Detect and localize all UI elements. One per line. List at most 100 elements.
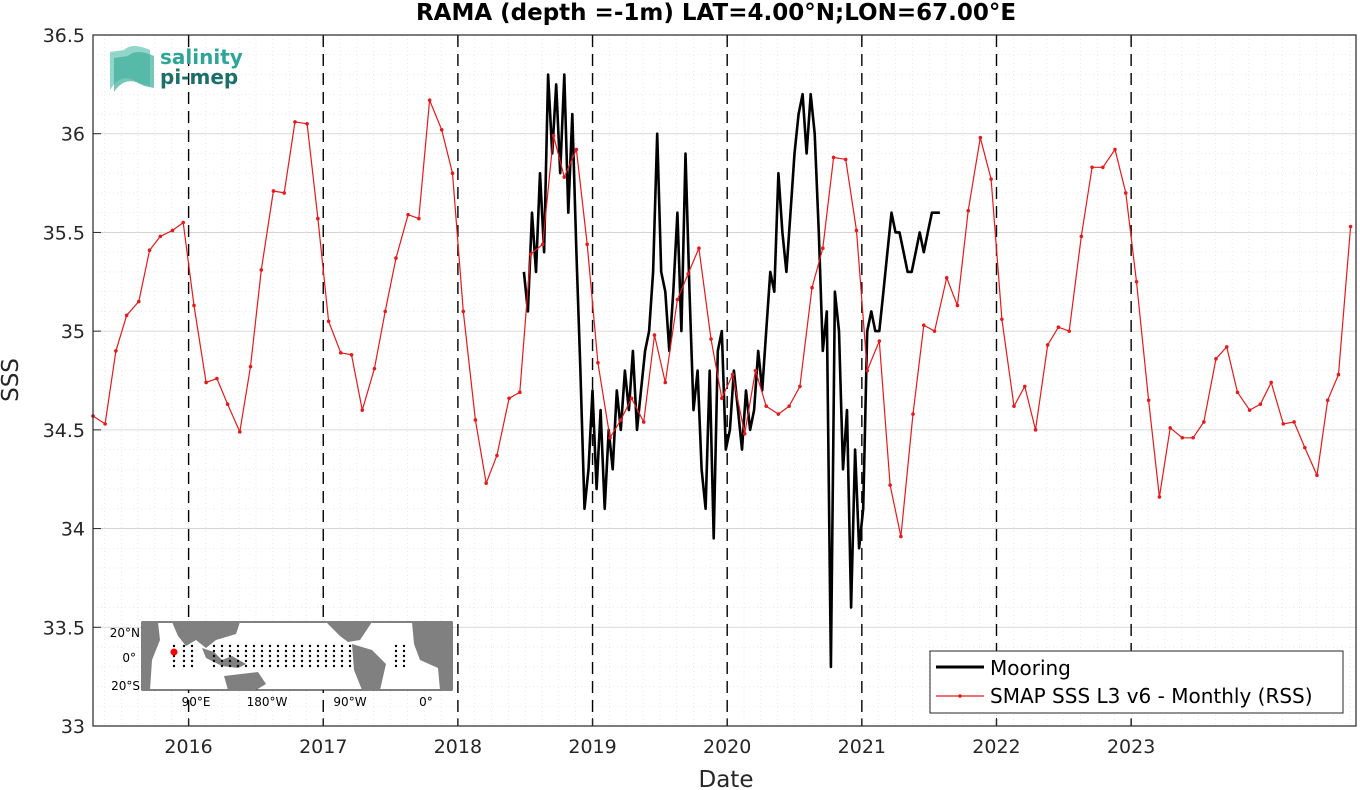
smap-point <box>709 337 713 341</box>
inset-mooring-dot <box>182 644 186 648</box>
smap-point <box>753 368 758 373</box>
smap-point <box>192 303 196 308</box>
smap-point <box>215 376 219 381</box>
smap-point <box>170 228 175 233</box>
inset-mooring-dot <box>182 664 186 668</box>
smap-point <box>495 453 499 458</box>
smap-point <box>225 402 230 406</box>
smap-point <box>316 216 320 221</box>
inset-mooring-dot <box>212 644 216 648</box>
smap-point <box>1281 422 1286 426</box>
inset-mooring-dot <box>316 659 320 663</box>
smap-point <box>1180 435 1185 440</box>
inset-mooring-dot <box>292 664 296 668</box>
legend: Mooring SMAP SSS L3 v6 - Monthly (RSS) <box>929 650 1344 714</box>
inset-mooring-dot <box>284 654 288 658</box>
map-lon-180w: 180°W <box>247 695 288 709</box>
inset-mooring-dot <box>172 644 176 648</box>
x-axis-ticks: 2016 2017 2018 2019 2020 2021 2022 2023 <box>164 718 1155 758</box>
smap-point <box>562 175 567 179</box>
map-lat-20s: 20°S <box>111 679 140 693</box>
inset-mooring-dot <box>190 659 194 663</box>
inset-mooring-dot <box>276 649 280 653</box>
inset-mooring-dot <box>252 649 256 653</box>
inset-mooring-dot <box>228 644 232 648</box>
inset-mooring-dot <box>190 664 194 668</box>
smap-point <box>1168 426 1172 430</box>
smap-point <box>507 396 511 401</box>
smap-point <box>417 216 421 221</box>
chart-title: RAMA (depth =-1m) LAT=4.00°N;LON=67.00°E <box>416 0 1016 26</box>
smap-point <box>742 432 747 436</box>
smap-point <box>383 309 387 314</box>
salinity-pi-mep-logo: salinity pi-mep <box>110 45 243 92</box>
smap-point <box>372 366 377 371</box>
smap-point <box>854 228 859 233</box>
x-tick-label: 2016 <box>164 736 212 758</box>
smap-point <box>1000 317 1004 322</box>
smap-point <box>1191 435 1195 440</box>
smap-point <box>461 309 466 314</box>
y-tick-label: 34 <box>61 519 85 541</box>
inset-mooring-dot <box>220 654 224 658</box>
smap-point <box>955 303 960 308</box>
smap-point <box>1269 380 1273 385</box>
inset-mooring-dot <box>292 659 296 663</box>
inset-mooring-dot <box>348 654 352 658</box>
inset-mooring-dot <box>300 664 304 668</box>
smap-point <box>1022 384 1027 389</box>
inset-mooring-dot <box>332 654 336 658</box>
series-layer <box>91 73 1353 669</box>
inset-mooring-dot <box>228 664 232 668</box>
inset-mooring-dot <box>236 659 240 663</box>
smap-point <box>877 339 882 343</box>
inset-mooring-dot <box>308 649 312 653</box>
logo-line2: pi-mep <box>160 65 238 89</box>
inset-mooring-dot <box>212 659 216 663</box>
inset-mooring-dot <box>394 649 398 653</box>
inset-mooring-dot <box>284 659 288 663</box>
inset-mooring-dot <box>394 664 398 668</box>
inset-mooring-dot <box>212 649 216 653</box>
y-tick-label: 33.5 <box>43 617 85 639</box>
x-tick-label: 2017 <box>299 736 347 758</box>
smap-point <box>528 252 533 256</box>
smap-point <box>248 364 253 369</box>
inset-mooring-dot <box>220 644 224 648</box>
inset-mooring-dot <box>236 654 240 658</box>
map-lon-0: 0° <box>419 695 433 709</box>
smap-point <box>697 246 701 251</box>
smap-point <box>787 404 791 408</box>
inset-mooring-dot <box>316 644 320 648</box>
smap-point <box>406 212 410 217</box>
inset-mooring-dot <box>212 664 216 668</box>
smap-point <box>1079 234 1084 239</box>
inset-mooring-dot <box>348 649 352 653</box>
smap-point <box>932 329 937 333</box>
inset-mooring-dot <box>332 664 336 668</box>
smap-point <box>596 360 600 365</box>
inset-mooring-dot <box>340 664 344 668</box>
smap-point <box>1336 372 1341 377</box>
plot-frame <box>92 34 1357 727</box>
inset-mooring-dot <box>308 664 312 668</box>
inset-mooring-dot <box>324 659 328 663</box>
inset-mooring-dot <box>332 644 336 648</box>
smap-point <box>394 256 398 260</box>
smap-point <box>1235 390 1240 395</box>
smap-point <box>1247 408 1252 412</box>
inset-mooring-dot <box>190 654 194 658</box>
inset-mooring-dot <box>402 644 406 648</box>
inset-mooring-dot <box>190 649 194 653</box>
smap-point <box>282 191 287 195</box>
inset-mooring-dot <box>402 654 406 658</box>
y-tick-label: 35.5 <box>43 222 85 244</box>
smap-point <box>1292 420 1296 424</box>
smap-point <box>237 430 242 434</box>
smap-point <box>921 323 926 328</box>
inset-mooring-dot <box>260 649 264 653</box>
inset-mooring-dot <box>244 644 248 648</box>
land-maritime <box>202 648 246 668</box>
smap-point <box>484 481 488 485</box>
smap-point <box>1157 495 1162 499</box>
